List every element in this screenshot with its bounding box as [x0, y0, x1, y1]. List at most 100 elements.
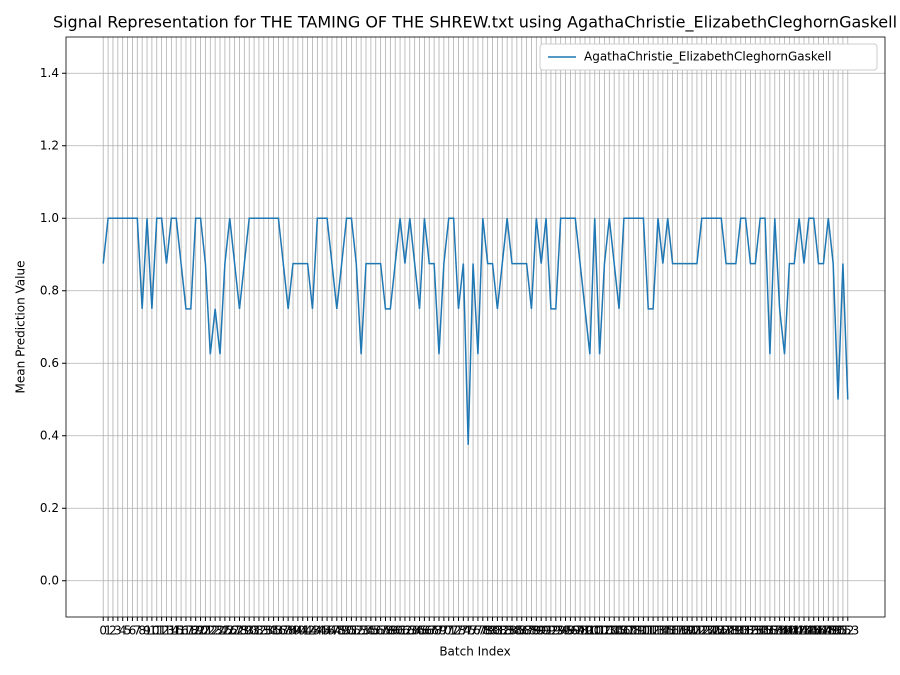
x-tick-label: 74: [456, 624, 471, 638]
x-tick-label: 118: [666, 624, 689, 638]
x-tick-label: 133: [739, 624, 762, 638]
x-tick-label: 83: [499, 624, 514, 638]
x-tick-label: 1: [104, 624, 112, 638]
x-tick-label: 81: [490, 624, 505, 638]
x-tick-label: 95: [558, 624, 573, 638]
x-tick-label: 21: [198, 624, 213, 638]
x-tick-label: 86: [514, 624, 529, 638]
x-tick-label: 54: [358, 624, 373, 638]
x-tick-label: 44: [310, 624, 325, 638]
x-tick-label: 36: [271, 624, 286, 638]
x-tick-label: 12: [154, 624, 169, 638]
x-tick-label: 92: [543, 624, 558, 638]
x-tick-label: 18: [183, 624, 198, 638]
x-tick-label: 85: [509, 624, 524, 638]
x-tick-label: 47: [324, 624, 339, 638]
x-tick-label: 59: [383, 624, 398, 638]
x-tick-label: 27: [227, 624, 242, 638]
x-tick-label: 41: [295, 624, 310, 638]
x-tick-label: 72: [446, 624, 461, 638]
y-tick-label: 1.2: [40, 138, 59, 152]
x-tick-label: 97: [568, 624, 583, 638]
x-tick-label: 153: [836, 624, 859, 638]
x-tick-label: 117: [661, 624, 684, 638]
x-tick-label: 78: [475, 624, 490, 638]
y-axis-label: Mean Prediction Value: [14, 261, 28, 394]
x-tick-label: 114: [647, 624, 670, 638]
x-tick-label: 68: [426, 624, 441, 638]
x-tick-label: 145: [797, 624, 820, 638]
x-tick-label: 108: [617, 624, 640, 638]
x-tick-label: 58: [378, 624, 393, 638]
x-tick-label: 42: [300, 624, 315, 638]
x-tick-label: 103: [593, 624, 616, 638]
x-tick-label: 57: [373, 624, 388, 638]
x-tick-label: 48: [329, 624, 344, 638]
x-tick-label: 89: [529, 624, 544, 638]
x-tick-label: 2: [109, 624, 117, 638]
y-tick-label: 0.4: [40, 428, 59, 442]
x-tick-label: 29: [237, 624, 252, 638]
x-tick-label: 120: [676, 624, 699, 638]
x-tick-label: 32: [251, 624, 266, 638]
x-tick-label: 100: [578, 624, 601, 638]
x-tick-label: 109: [622, 624, 645, 638]
x-tick-label: 28: [232, 624, 247, 638]
x-tick-label: 112: [637, 624, 660, 638]
x-tick-label: 33: [256, 624, 271, 638]
x-tick-label: 101: [583, 624, 606, 638]
x-tick-label: 7: [133, 624, 141, 638]
x-tick-label: 8: [138, 624, 146, 638]
x-tick-label: 50: [339, 624, 354, 638]
x-tick-label: 98: [572, 624, 587, 638]
x-tick-label: 71: [441, 624, 456, 638]
x-tick-label: 147: [807, 624, 830, 638]
x-tick-label: 82: [495, 624, 510, 638]
x-tick-label: 76: [465, 624, 480, 638]
x-tick-label: 39: [285, 624, 300, 638]
data-line: [102, 217, 849, 445]
x-tick-label: 91: [538, 624, 553, 638]
y-tick-label: 0.6: [40, 356, 59, 370]
y-tick-label: 1.0: [40, 211, 59, 225]
x-tick-label: 148: [812, 624, 835, 638]
x-tick-label: 10: [144, 624, 159, 638]
x-tick-label: 60: [388, 624, 403, 638]
x-tick-label: 4: [119, 624, 127, 638]
x-tick-label: 0: [99, 624, 107, 638]
x-tick-label: 9: [143, 624, 151, 638]
x-tick-label: 73: [451, 624, 466, 638]
x-tick-label: 38: [281, 624, 296, 638]
x-tick-label: 142: [783, 624, 806, 638]
x-tick-label: 51: [344, 624, 359, 638]
x-tick-label: 23: [208, 624, 223, 638]
x-tick-label: 110: [627, 624, 650, 638]
legend: AgathaChristie_ElizabethCleghornGaskell: [539, 43, 878, 71]
x-tick-label: 79: [480, 624, 495, 638]
x-tick-label: 35: [266, 624, 281, 638]
x-tick-label: 77: [470, 624, 485, 638]
x-tick-label: 93: [548, 624, 563, 638]
x-tick-label: 90: [534, 624, 549, 638]
x-tick-label: 66: [417, 624, 432, 638]
x-tick-label: 123: [690, 624, 713, 638]
x-tick-label: 15: [169, 624, 184, 638]
axes-frame: [65, 36, 886, 618]
x-tick-label: 124: [695, 624, 718, 638]
x-tick-label: 14: [164, 624, 179, 638]
x-tick-label: 139: [768, 624, 791, 638]
x-tick-label: 19: [188, 624, 203, 638]
x-tick-label: 129: [720, 624, 743, 638]
x-tick-label: 96: [563, 624, 578, 638]
x-tick-label: 30: [242, 624, 257, 638]
x-tick-label: 122: [685, 624, 708, 638]
x-tick-label: 88: [524, 624, 539, 638]
x-tick-label: 144: [793, 624, 816, 638]
x-tick-label: 143: [788, 624, 811, 638]
x-tick-label: 45: [315, 624, 330, 638]
x-tick-label: 25: [217, 624, 232, 638]
x-tick-label: 80: [485, 624, 500, 638]
x-tick-label: 34: [261, 624, 276, 638]
x-tick-label: 127: [710, 624, 733, 638]
x-tick-label: 55: [363, 624, 378, 638]
